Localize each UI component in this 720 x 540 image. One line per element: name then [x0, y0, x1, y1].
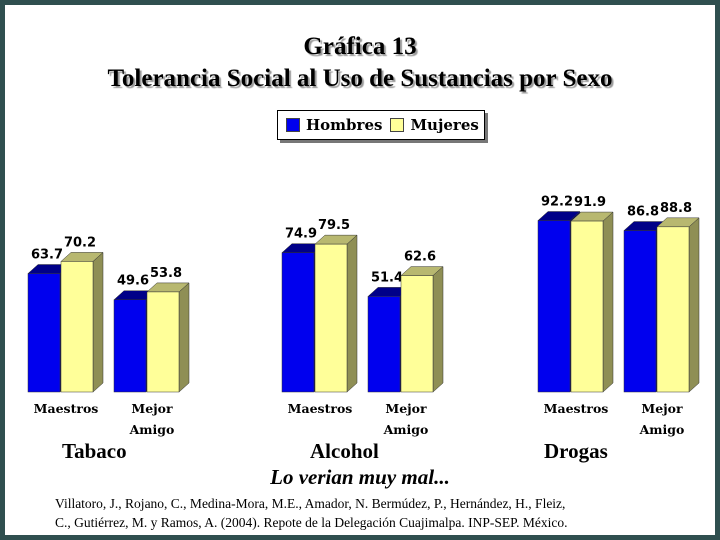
bar-chart: 63.770.2 Maestros 49.653.8 Mejor Amigo 74.979… — [27, 195, 700, 437]
bar-drogas-maestros-mujeres-value-label: 91.9 — [574, 195, 606, 210]
bar-tabaco-mejor-amigo-hombres-value-label: 49.6 — [117, 274, 149, 289]
source-line-2: C., Gutiérrez, M. y Ramos, A. (2004). Re… — [55, 515, 568, 530]
source-citation: Villatoro, J., Rojano, C., Medina-Mora, … — [55, 494, 695, 532]
bar-drogas-mejor-amigo-hombres-front — [623, 230, 657, 393]
bar-drogas-maestros-mujeres — [570, 211, 614, 393]
bar-alcohol-mejor-amigo-mujeres-front — [400, 275, 434, 393]
legend-swatch-hombres — [286, 118, 300, 132]
note-text: Lo verian muy mal... — [270, 465, 450, 489]
legend-swatch-mujeres — [390, 118, 405, 132]
bar-alcohol-mejor-amigo-mujeres-value-label: 62.6 — [404, 250, 436, 265]
category-label-alcohol-mejor-amigo-line-1: Mejor — [385, 401, 427, 416]
bar-tabaco-maestros-mujeres — [60, 251, 104, 393]
bar-tabaco-maestros-mujeres-front — [60, 261, 94, 393]
category-label-tabaco-mejor-amigo-line-1: Mejor — [131, 401, 173, 416]
bar-drogas-mejor-amigo-mujeres — [656, 217, 700, 393]
legend-item-hombres: Hombres — [286, 116, 382, 134]
category-label-alcohol-maestros: Maestros — [288, 401, 353, 416]
bar-tabaco-mejor-amigo-mujeres-front — [146, 291, 180, 393]
bar-tabaco-mejor-amigo-mujeres-value-label: 53.8 — [150, 266, 182, 281]
bar-tabaco-maestros-hombres-front — [27, 273, 61, 393]
source-line-1: Villatoro, J., Rojano, C., Medina-Mora, … — [55, 496, 566, 511]
bar-alcohol-mejor-amigo-hombres-value-label: 51.4 — [371, 270, 403, 285]
bar-alcohol-mejor-amigo-mujeres-side — [432, 266, 444, 393]
bar-drogas-maestros-mujeres-front — [570, 220, 604, 393]
group-label-alcohol: Alcohol — [310, 439, 379, 463]
bar-alcohol-mejor-amigo-mujeres — [400, 266, 444, 393]
bar-tabaco-mejor-amigo-mujeres — [146, 282, 190, 393]
bar-drogas-maestros-hombres-value-label: 92.2 — [541, 195, 573, 210]
bar-alcohol-maestros-mujeres-value-label: 79.5 — [318, 218, 350, 233]
bar-drogas-mejor-amigo-hombres-value-label: 86.8 — [627, 205, 659, 220]
bar-drogas-mejor-amigo-mujeres-value-label: 88.8 — [660, 201, 692, 216]
bar-tabaco-maestros-hombres-value-label: 63.7 — [31, 248, 63, 263]
bar-alcohol-maestros-mujeres-front — [314, 243, 348, 393]
bar-drogas-maestros-hombres-front — [537, 220, 571, 393]
chart-title: Gráfica 13 — [303, 33, 417, 60]
bar-tabaco-maestros-mujeres-side — [92, 251, 104, 393]
group-label-drogas: Drogas — [544, 439, 608, 463]
legend-label-mujeres: Mujeres — [410, 116, 479, 134]
slide: Gráfica 13 Tolerancia Social al Uso de S… — [5, 5, 715, 535]
bar-drogas-mejor-amigo-mujeres-front — [656, 226, 690, 393]
bar-tabaco-mejor-amigo-mujeres-side — [178, 282, 190, 393]
category-label-drogas-maestros: Maestros — [544, 401, 609, 416]
bar-alcohol-maestros-mujeres — [314, 234, 358, 393]
legend-item-mujeres: Mujeres — [390, 116, 479, 134]
category-label-drogas-mejor-amigo-line-1: Mejor — [641, 401, 683, 416]
legend: Hombres Mujeres — [277, 110, 485, 140]
category-label-tabaco-maestros: Maestros — [34, 401, 99, 416]
legend-label-hombres: Hombres — [306, 116, 383, 134]
bar-alcohol-maestros-hombres-front — [281, 252, 315, 393]
bar-tabaco-mejor-amigo-hombres-front — [113, 299, 147, 393]
bar-alcohol-mejor-amigo-hombres-front — [367, 296, 401, 393]
bar-drogas-maestros-mujeres-side — [602, 211, 614, 393]
bar-tabaco-maestros-mujeres-value-label: 70.2 — [64, 235, 96, 250]
category-label-alcohol-mejor-amigo-line-2: Amigo — [383, 422, 429, 437]
bar-alcohol-maestros-hombres-value-label: 74.9 — [285, 227, 317, 242]
category-label-drogas-mejor-amigo-line-2: Amigo — [639, 422, 685, 437]
category-label-tabaco-mejor-amigo-line-2: Amigo — [129, 422, 175, 437]
chart-subtitle: Tolerancia Social al Uso de Sustancias p… — [107, 65, 613, 92]
bar-drogas-mejor-amigo-mujeres-side — [688, 217, 700, 393]
group-label-tabaco: Tabaco — [62, 439, 127, 463]
bar-alcohol-maestros-mujeres-side — [346, 234, 358, 393]
